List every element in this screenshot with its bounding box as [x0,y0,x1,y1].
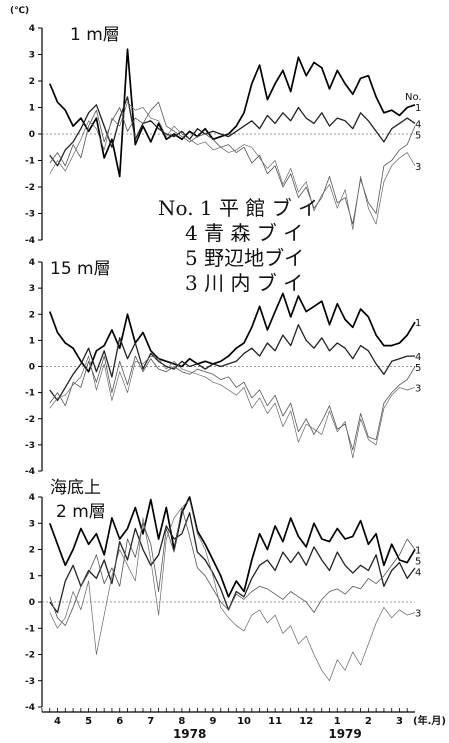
series-label-4: 4 [415,568,421,579]
y-tick-label: 4 [29,24,35,34]
y-tick-label: -2 [25,183,35,193]
x-tick-label: 1 [334,716,341,727]
x-tick-label: 4 [54,716,61,727]
y-tick-label: 4 [29,493,35,503]
year-label-1978: 1978 [173,727,206,741]
series-line-5 [49,507,416,626]
legend-line-1: No. 1 平 館 ブ イ [158,196,318,220]
y-tick-label: 0 [29,130,35,140]
series-line-1 [49,496,416,598]
legend-line-3: 5 野辺地ブイ [185,246,304,270]
x-tick-label: 9 [209,716,216,727]
y-tick-label: 4 [29,258,35,268]
y-tick-label: -4 [25,236,35,246]
x-tick-label: 5 [85,716,92,727]
y-tick-label: 0 [29,363,35,373]
y-tick-label: 3 [29,519,35,529]
series-label-5: 5 [415,363,421,374]
y-tick-label: -4 [25,467,35,477]
series-line-3 [49,355,416,459]
series-label-5: 5 [415,557,421,568]
x-tick-label: 6 [116,716,123,727]
y-tick-label: -1 [25,624,35,634]
y-tick-label: -1 [25,389,35,399]
series-line-1 [49,292,416,373]
series-label-4: 4 [415,119,421,130]
y-tick-label: -4 [25,703,35,713]
y-tick-label: -3 [25,677,35,687]
series-label-1: 1 [415,546,421,557]
y-tick-label: -2 [25,651,35,661]
y-tick-label: -1 [25,157,35,167]
panel-title-bottom-line2: 2 m層 [56,502,106,522]
series-line-4 [49,96,416,167]
y-tick-label: -2 [25,415,35,425]
x-tick-label: 11 [268,716,282,727]
series-line-4 [49,512,416,614]
series-line-5 [49,355,416,451]
x-tick-label: 12 [299,716,313,727]
series-label-5: 5 [415,130,421,141]
y-tick-label: 3 [29,51,35,61]
y-tick-label: 1 [29,572,35,582]
unit-label: (℃) [10,6,29,16]
series-line-3 [49,101,416,230]
x-tick-label: 10 [237,716,251,727]
x-tick-label: 3 [396,716,403,727]
y-tick-label: 1 [29,336,35,346]
series-label-3: 3 [415,609,421,620]
x-tick-label: 7 [147,716,154,727]
legend: No. 1 平 館 ブ イ 4 青 森 ブ イ 5 野辺地ブイ 3 川 内 ブ … [158,196,318,295]
series-label-3: 3 [415,383,421,394]
x-tick-label: 2 [365,716,372,727]
legend-line-4: 3 川 内 ブ イ [185,271,303,295]
series-line-4 [49,324,415,402]
series-label-1: 1 [415,103,421,114]
y-tick-label: 2 [29,546,35,556]
legend-line-2: 4 青 森 ブ イ [185,221,303,245]
series-label-1: No. [405,92,422,103]
x-tick-label: 8 [178,716,185,727]
y-tick-label: 3 [29,284,35,294]
y-tick-label: -3 [25,210,35,220]
y-tick-label: 1 [29,104,35,114]
y-tick-label: 0 [29,598,35,608]
series-line-3 [49,499,416,682]
panel-title-1m: 1 m層 [70,25,120,45]
y-tick-label: 2 [29,310,35,320]
panel-title-15m: 15 m層 [50,259,111,279]
panel-title-bottom-line1: 海底上 [50,478,101,498]
series-label-3: 3 [415,162,421,173]
y-tick-label: -3 [25,441,35,451]
x-axis-unit-label: (年.月) [413,714,446,727]
y-tick-label: 2 [29,77,35,87]
series-label-1: 1 [415,318,421,329]
year-label-1979: 1979 [328,727,361,741]
series-label-4: 4 [415,352,421,363]
